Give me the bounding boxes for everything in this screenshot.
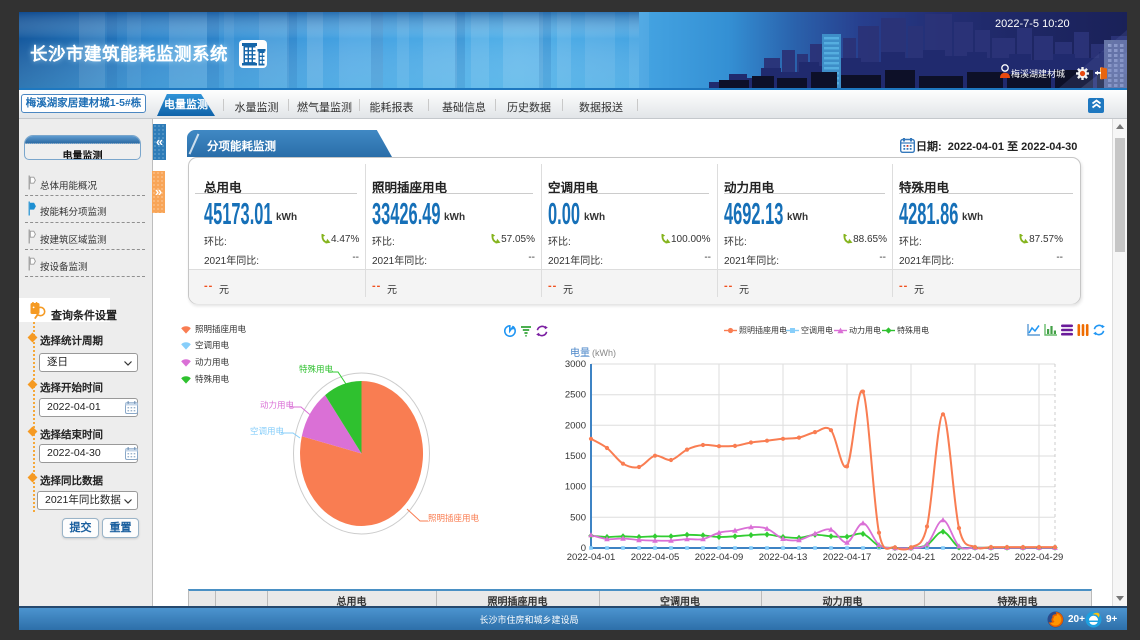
- svg-text:电量: 电量: [570, 346, 590, 359]
- svg-text:2022-04-01: 2022-04-01: [567, 552, 616, 563]
- svg-text:1500: 1500: [565, 451, 586, 462]
- svg-text:0: 0: [581, 543, 586, 554]
- svg-text:2022-04-29: 2022-04-29: [1015, 552, 1064, 563]
- svg-text:2500: 2500: [565, 390, 586, 401]
- svg-text:500: 500: [570, 512, 586, 523]
- svg-text:2022-04-09: 2022-04-09: [695, 552, 744, 563]
- svg-text:2000: 2000: [565, 420, 586, 431]
- svg-text:3000: 3000: [565, 359, 586, 370]
- svg-text:1000: 1000: [565, 482, 586, 493]
- svg-text:2022-04-05: 2022-04-05: [631, 552, 680, 563]
- svg-text:2022-04-13: 2022-04-13: [759, 552, 808, 563]
- svg-text:2022-04-21: 2022-04-21: [887, 552, 936, 563]
- svg-text:2022-04-17: 2022-04-17: [823, 552, 872, 563]
- svg-text:2022-04-25: 2022-04-25: [951, 552, 1000, 563]
- svg-text:(kWh): (kWh): [592, 348, 616, 358]
